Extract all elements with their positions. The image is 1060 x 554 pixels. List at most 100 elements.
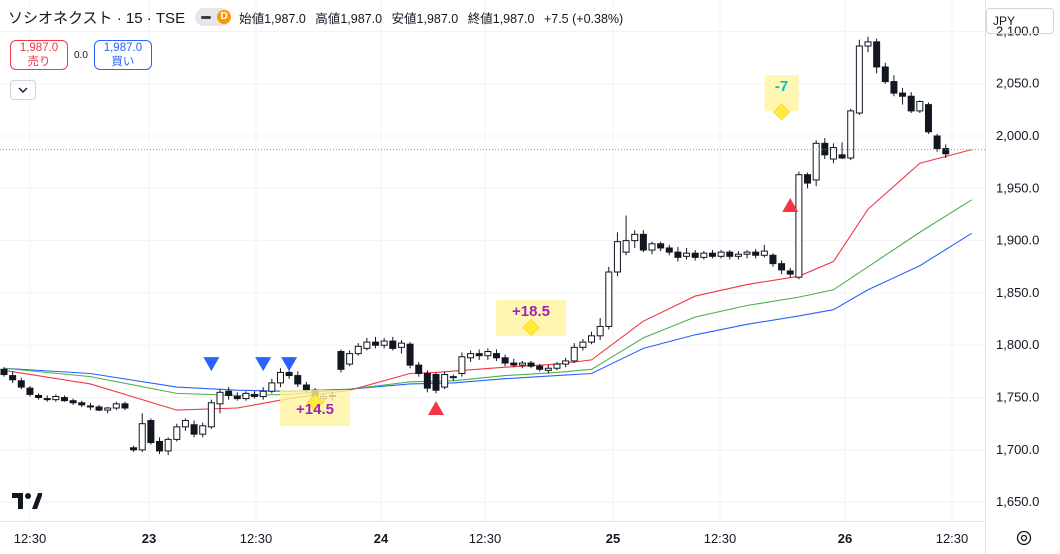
market-status-toggle[interactable]: D [195,8,232,26]
high-label: 高値 [315,11,341,26]
candle-up [760,250,768,256]
price-axis[interactable]: 2,100.0 2,050.0 2,000.0 1,950.0 1,900.0 1,850… [996,23,1039,509]
chevron-down-icon [18,87,28,93]
candle-down [821,142,829,156]
candle-down [78,402,86,406]
candle-down [190,424,198,435]
candle-up [631,233,639,242]
candle-down [9,375,17,381]
candle-up [441,374,449,388]
price-tick-label: 2,100.0 [996,23,1039,38]
candle-up [467,353,475,359]
candle-up [743,251,751,255]
candle-down [69,400,77,404]
candle-down [43,398,51,401]
candle-up [916,100,924,112]
price-tick-label: 1,950.0 [996,180,1039,195]
candle-up [164,438,172,452]
low-label: 安値 [391,11,417,26]
candle-up [173,426,181,440]
grid-lines [0,0,985,521]
time-tick-label: 23 [142,531,156,546]
time-tick-label: 26 [838,531,852,546]
candle-down [432,374,440,391]
candle-down [536,365,544,370]
collapse-button[interactable] [10,80,36,100]
candle-up [570,346,578,362]
candle-down [510,362,518,366]
candle-up [346,353,354,365]
candle-down [726,251,734,257]
signal-markers [203,198,799,416]
candle-down [769,254,777,265]
candle-up [207,402,215,428]
candle-up [242,392,250,400]
candle-down [86,405,94,408]
candle-down [406,343,414,366]
price-tick-label: 1,850.0 [996,285,1039,300]
annotation-label: +14.5 [296,401,334,418]
candle-down [881,66,889,83]
buy-signal-arrow [428,401,444,416]
candle-down [657,243,665,249]
candle-down [415,364,423,374]
candle-up [104,407,112,411]
open-label: 始値 [239,11,265,26]
candle-up [553,363,561,369]
delayed-badge: D [217,10,232,24]
candle-down [233,396,241,400]
candle-down [337,351,345,370]
candle-down [285,371,293,377]
candle-up [596,325,604,337]
sell-signal-arrow [255,357,272,372]
candle-up [683,252,691,257]
candle-down [130,447,138,451]
trade-panel: 1,987.0 売り 0.0 1,987.0 買い [10,38,152,72]
candle-up [734,253,742,257]
candle-down [942,148,950,155]
candle-down [890,81,898,94]
annotation-label: -7 [775,78,788,95]
candle-up [397,342,405,348]
candlestick-series [0,36,950,456]
candle-down [752,251,760,256]
close-label: 終値 [467,11,493,26]
candle-down [786,270,794,275]
toggle-knob [201,15,212,19]
candle-up [458,356,466,374]
candle-down [527,362,535,367]
candle-up [855,45,863,114]
high-value: 1,987.0 [340,11,383,26]
candle-up [199,425,207,435]
buy-button[interactable]: 1,987.0 買い [93,40,152,70]
time-tick-label: 12:30 [240,531,273,546]
sell-signal-arrow [281,357,298,372]
candle-down [639,233,647,251]
candle-down [924,104,932,133]
candle-down [302,384,310,391]
ohlc-readout: 始値1,987.0 高値1,987.0 安値1,987.0 終値1,987.0 … [239,8,623,27]
candle-down [674,251,682,258]
candle-up [484,351,492,357]
symbol-title[interactable]: ソシオネクスト · 15 · TSE [8,9,186,27]
time-tick-label: 12:30 [936,531,969,546]
candle-down [389,340,397,349]
candle-down [873,41,881,68]
sell-button[interactable]: 1,987.0 売り [10,40,68,70]
currency-selector[interactable]: JPY [986,8,1054,34]
buy-label: 買い [111,56,135,68]
candle-up [138,423,146,451]
candle-down [708,252,716,257]
candle-up [579,341,587,348]
time-axis[interactable]: 12:30 23 12:30 24 12:30 25 12:30 26 12:30 [14,531,969,546]
price-tick-label: 1,700.0 [996,442,1039,457]
settings-gear-icon[interactable] [1014,528,1034,548]
candle-down [17,380,25,388]
candle-down [665,247,673,253]
buy-price: 1,987.0 [103,42,143,54]
annotation-diamond [772,103,791,121]
time-tick-label: 24 [374,531,389,546]
candle-down [907,95,915,112]
candle-up [717,251,725,257]
